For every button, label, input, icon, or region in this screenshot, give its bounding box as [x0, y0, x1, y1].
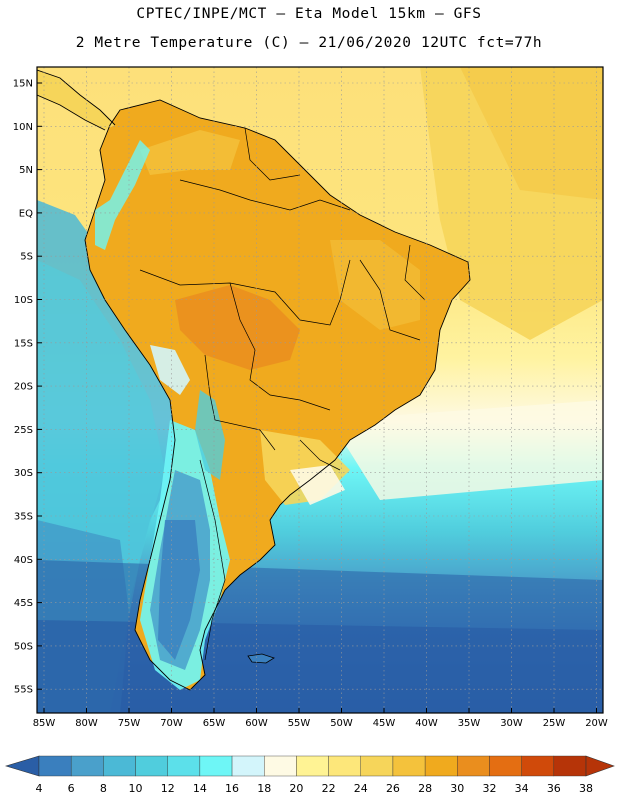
colorbar-high-extension: [585, 755, 615, 777]
lon-label: 40W: [415, 718, 438, 729]
lat-label: 10N: [13, 122, 33, 133]
lon-label: 60W: [245, 718, 268, 729]
lat-label: 5N: [19, 165, 33, 176]
lat-label: EQ: [19, 208, 33, 219]
lon-label: 50W: [330, 718, 353, 729]
colorbar-segment: [264, 755, 297, 777]
colorbar-segment: [457, 755, 490, 777]
colorbar-tick-label: 18: [257, 782, 271, 795]
lat-label: 50S: [14, 641, 33, 652]
colorbar: 4 6 8 10 12 14 16 18 20 22 24 26 28 30 32 34 36 38: [4, 755, 615, 795]
longitude-labels: 85W 80W 75W 70W 65W 60W 55W 50W 45W 40W 35W 30W 25W 2…: [33, 718, 608, 729]
map-frame: [36, 66, 604, 714]
map-field: [37, 67, 603, 713]
colorbar-tick-label: 24: [354, 782, 368, 795]
colorbar-segment: [231, 755, 265, 777]
colorbar-tick-label: 30: [450, 782, 464, 795]
lat-label: 15S: [14, 338, 33, 349]
colorbar-segment: [70, 755, 104, 777]
graticule: [37, 67, 603, 713]
colorbar-tick-label: 38: [579, 782, 593, 795]
lat-label: 5S: [20, 252, 33, 263]
lat-label: 10S: [14, 295, 33, 306]
lat-label: 55S: [14, 685, 33, 696]
latitude-labels: 15N 10N 5N EQ 5S 10S 15S 20S 25S 30S 35S 40S 45S 50S 5…: [13, 79, 33, 696]
lon-label: 65W: [203, 718, 226, 729]
lon-label: 85W: [33, 718, 56, 729]
colorbar-tick-label: 20: [289, 782, 303, 795]
lon-label: 70W: [160, 718, 183, 729]
colorbar-segment: [328, 755, 361, 777]
lon-label: 35W: [458, 718, 481, 729]
lat-label: 20S: [14, 382, 33, 393]
colorbar-low-extension: [4, 755, 40, 777]
lon-label: 55W: [288, 718, 311, 729]
lat-label: 15N: [13, 79, 33, 90]
lat-label: 30S: [14, 468, 33, 479]
colorbar-tick-label: 6: [68, 782, 75, 795]
lon-label: 80W: [75, 718, 98, 729]
colorbar-tick-label: 10: [129, 782, 143, 795]
colorbar-tick-label: 4: [36, 782, 43, 795]
lat-label: 40S: [14, 555, 33, 566]
lon-label: 75W: [118, 718, 141, 729]
colorbar-segment: [424, 755, 458, 777]
chart-title-line1: CPTEC/INPE/MCT – Eta Model 15km – GFS: [136, 6, 482, 22]
lon-label: 30W: [500, 718, 523, 729]
colorbar-segment: [296, 755, 329, 777]
chart-title-line2: 2 Metre Temperature (C) – 21/06/2020 12U…: [75, 35, 543, 51]
lon-label: 45W: [373, 718, 396, 729]
colorbar-segment: [199, 755, 233, 777]
lon-label: 20W: [585, 718, 608, 729]
lat-label: 25S: [14, 425, 33, 436]
colorbar-tick-label: 36: [547, 782, 561, 795]
colorbar-tick-label: 16: [225, 782, 239, 795]
colorbar-segment: [135, 755, 168, 777]
colorbar-segment: [167, 755, 201, 777]
colorbar-tick-label: 12: [161, 782, 175, 795]
colorbar-segment: [360, 755, 394, 777]
colorbar-tick-label: 32: [482, 782, 496, 795]
country-borders: [139, 127, 426, 661]
colorbar-segment: [392, 755, 426, 777]
colorbar-segment: [38, 755, 72, 777]
colorbar-tick-label: 28: [418, 782, 432, 795]
lat-label: 45S: [14, 598, 33, 609]
lon-label: 25W: [543, 718, 566, 729]
lat-label: 35S: [14, 512, 33, 523]
colorbar-tick-label: 26: [386, 782, 400, 795]
colorbar-tick-label: 22: [322, 782, 336, 795]
coastline: [84, 99, 471, 691]
colorbar-tick-label: 14: [193, 782, 207, 795]
colorbar-segment: [103, 755, 136, 777]
colorbar-segment: [489, 755, 522, 777]
colorbar-segment: [553, 755, 587, 777]
colorbar-segment: [521, 755, 555, 777]
colorbar-tick-label: 8: [100, 782, 107, 795]
colorbar-tick-label: 34: [515, 782, 529, 795]
